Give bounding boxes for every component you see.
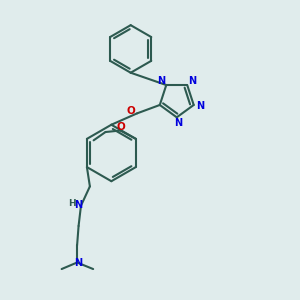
Text: N: N [74,258,82,268]
Text: N: N [174,118,182,128]
Text: N: N [74,200,83,210]
Text: N: N [196,100,204,111]
Text: H: H [68,200,76,208]
Text: O: O [127,106,136,116]
Text: N: N [188,76,196,86]
Text: N: N [157,76,165,86]
Text: O: O [117,122,125,132]
